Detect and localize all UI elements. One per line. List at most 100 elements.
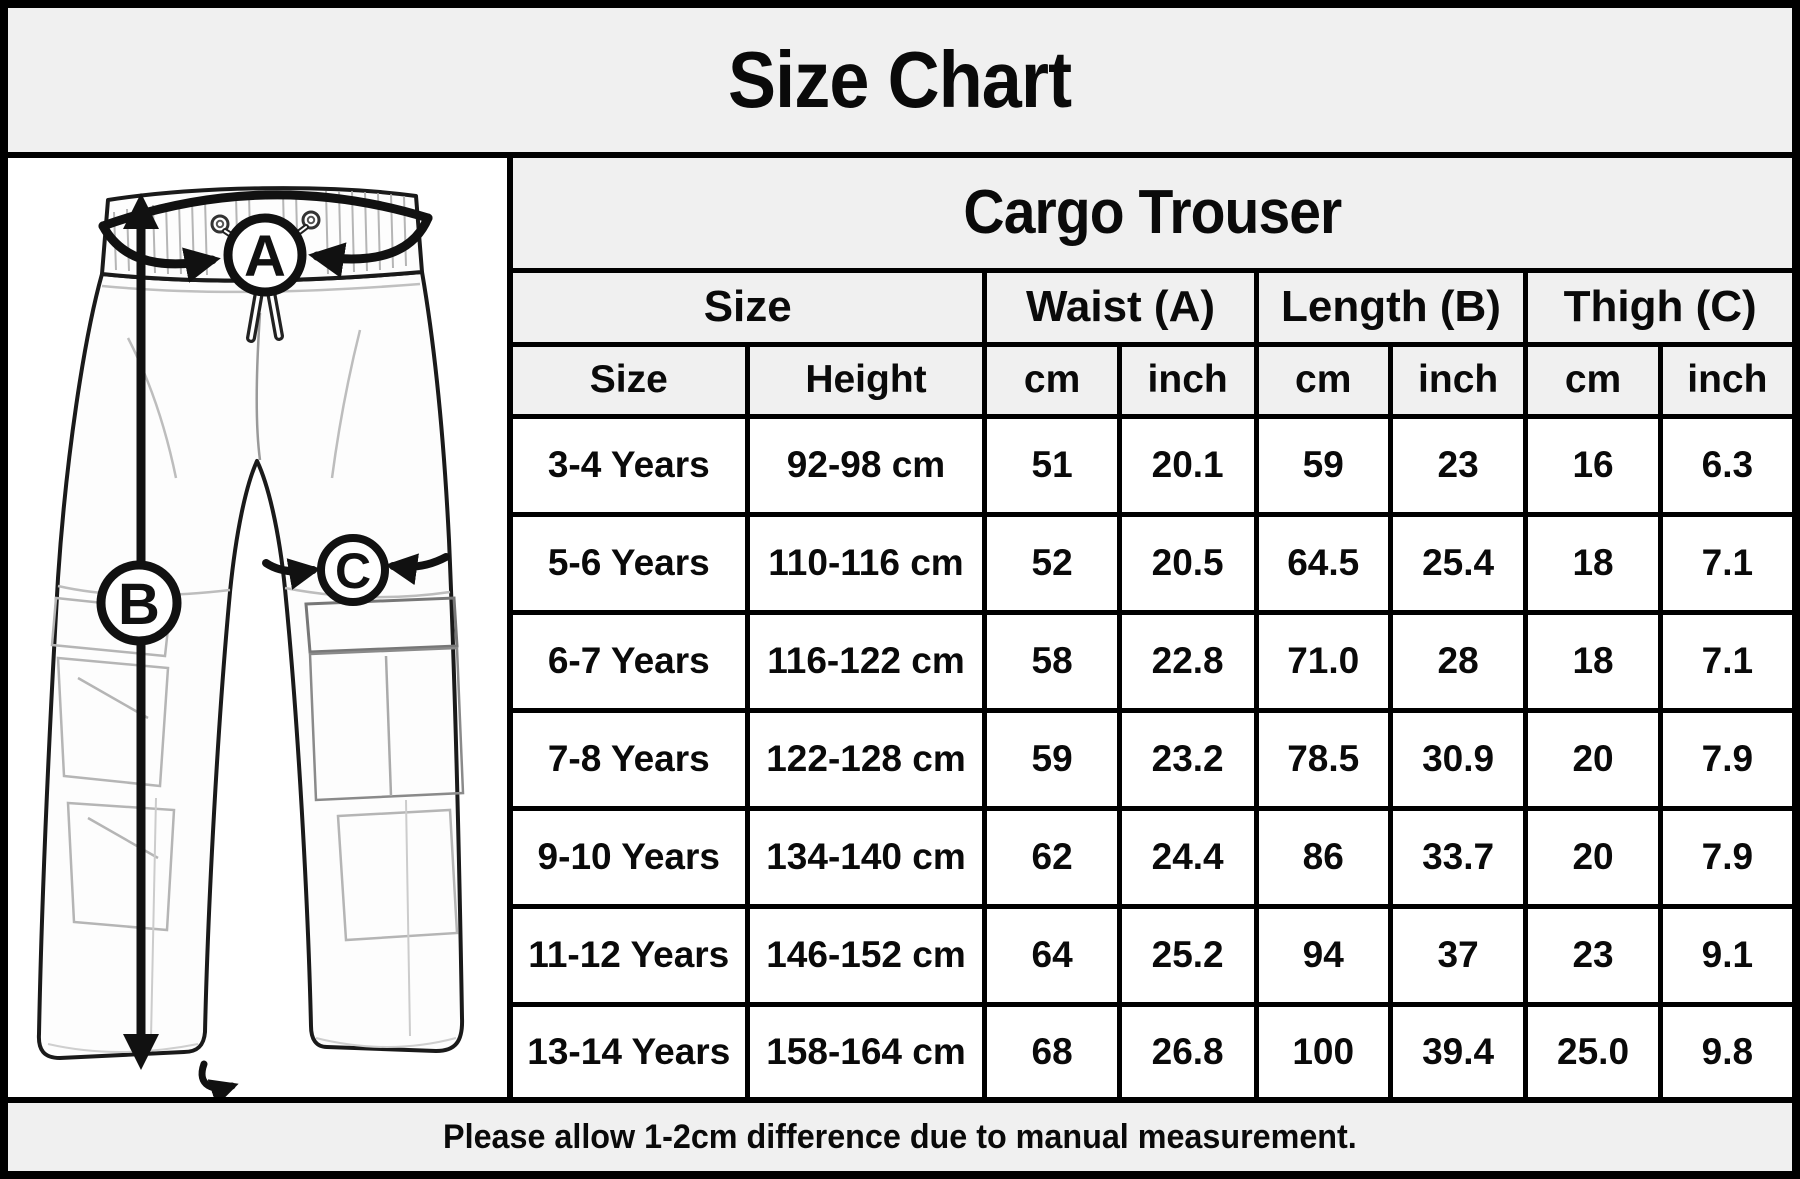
- cell-thigh-cm: 18: [1523, 609, 1663, 713]
- column-header-size: Size: [513, 341, 750, 419]
- column-header-height: Height: [744, 341, 988, 419]
- group-header-thigh: Thigh (C): [1523, 267, 1792, 347]
- product-title: Cargo Trouser: [513, 158, 1792, 273]
- cell-waist-inch: 26.8: [1116, 1001, 1259, 1097]
- product-title-row: Cargo Trouser: [513, 158, 1792, 273]
- cell-waist-cm: 59: [982, 707, 1122, 811]
- cell-size: 5-6 Years: [513, 511, 750, 615]
- title-band: Size Chart: [8, 8, 1792, 158]
- cell-length-cm: 78.5: [1253, 707, 1393, 811]
- cell-thigh-cm: 20: [1523, 707, 1663, 811]
- cell-waist-inch: 22.8: [1116, 609, 1259, 713]
- footer-note: Please allow 1-2cm difference due to man…: [443, 1117, 1357, 1156]
- right-cargo-pocket: [304, 596, 465, 942]
- cell-waist-cm: 62: [982, 805, 1122, 909]
- label-circle-c: [317, 534, 389, 606]
- cell-waist-inch: 24.4: [1116, 805, 1259, 909]
- cell-waist-inch: 23.2: [1116, 707, 1259, 811]
- waist-measure-arrow-a: A: [98, 190, 433, 297]
- table-row: 13-14 Years 158-164 cm 68 26.8 100 39.4 …: [513, 1001, 1792, 1097]
- cell-thigh-inch: 7.1: [1657, 511, 1792, 615]
- table-row: 3-4 Years 92-98 cm 51 20.1 59 23 16 6.3: [513, 413, 1792, 517]
- thigh-label-c: C: [335, 543, 371, 599]
- group-header-size: Size: [513, 267, 988, 347]
- hem-sweep-arrow: [198, 1060, 239, 1097]
- table-row: 9-10 Years 134-140 cm 62 24.4 86 33.7 20…: [513, 805, 1792, 909]
- content-area: A B C: [8, 158, 1792, 1097]
- footer-band: Please allow 1-2cm difference due to man…: [8, 1097, 1792, 1171]
- cell-height: 134-140 cm: [744, 805, 988, 909]
- cell-length-inch: 37: [1387, 903, 1529, 1007]
- cell-length-cm: 59: [1253, 413, 1393, 517]
- cell-size: 6-7 Years: [513, 609, 750, 713]
- cell-height: 92-98 cm: [744, 413, 988, 517]
- cell-size: 9-10 Years: [513, 805, 750, 909]
- cell-waist-inch: 20.5: [1116, 511, 1259, 615]
- cell-thigh-inch: 7.9: [1657, 707, 1792, 811]
- column-header-thigh-cm: cm: [1523, 341, 1663, 419]
- size-table-panel: Cargo Trouser Size Waist (A) Length (B) …: [513, 158, 1792, 1097]
- cell-thigh-cm: 23: [1523, 903, 1663, 1007]
- column-header-waist-inch: inch: [1116, 341, 1259, 419]
- cell-size: 7-8 Years: [513, 707, 750, 811]
- trouser-measurement-diagram: A B C: [36, 186, 465, 1097]
- cell-thigh-inch: 9.8: [1657, 1001, 1792, 1097]
- column-header-thigh-inch: inch: [1657, 341, 1792, 419]
- cell-length-inch: 23: [1387, 413, 1529, 517]
- cell-thigh-cm: 20: [1523, 805, 1663, 909]
- cell-height: 110-116 cm: [744, 511, 988, 615]
- size-table: Cargo Trouser Size Waist (A) Length (B) …: [513, 158, 1792, 1097]
- column-header-waist-cm: cm: [982, 341, 1122, 419]
- column-header-length-cm: cm: [1253, 341, 1393, 419]
- cell-thigh-cm: 25.0: [1523, 1001, 1663, 1097]
- cell-waist-inch: 25.2: [1116, 903, 1259, 1007]
- cell-size: 13-14 Years: [513, 1001, 750, 1097]
- drawstring-eyelets: [210, 210, 321, 234]
- cell-height: 158-164 cm: [744, 1001, 988, 1097]
- cell-length-inch: 39.4: [1387, 1001, 1529, 1097]
- cell-length-cm: 86: [1253, 805, 1393, 909]
- cell-size: 11-12 Years: [513, 903, 750, 1007]
- waist-label-a: A: [244, 224, 286, 289]
- length-measure-arrow-b: B: [96, 193, 182, 1070]
- cell-length-cm: 71.0: [1253, 609, 1393, 713]
- cell-length-inch: 30.9: [1387, 707, 1529, 811]
- table-row: 11-12 Years 146-152 cm 64 25.2 94 37 23 …: [513, 903, 1792, 1007]
- column-header-length-inch: inch: [1387, 341, 1529, 419]
- cell-length-cm: 94: [1253, 903, 1393, 1007]
- cell-thigh-cm: 16: [1523, 413, 1663, 517]
- thigh-measure-arrow-c: C: [262, 534, 450, 606]
- cell-length-inch: 28: [1387, 609, 1529, 713]
- column-header-row: Size Height cm inch cm inch cm inch: [513, 341, 1792, 419]
- measurement-diagram-panel: A B C: [8, 158, 513, 1097]
- page-title: Size Chart: [728, 35, 1072, 124]
- cell-height: 146-152 cm: [744, 903, 988, 1007]
- cell-waist-cm: 58: [982, 609, 1122, 713]
- cell-length-inch: 25.4: [1387, 511, 1529, 615]
- cell-thigh-inch: 7.9: [1657, 805, 1792, 909]
- cell-waist-cm: 64: [982, 903, 1122, 1007]
- cell-height: 122-128 cm: [744, 707, 988, 811]
- cell-waist-inch: 20.1: [1116, 413, 1259, 517]
- group-header-waist: Waist (A): [982, 267, 1259, 347]
- label-circle-b: [96, 560, 182, 646]
- group-header-length: Length (B): [1253, 267, 1529, 347]
- table-row: 7-8 Years 122-128 cm 59 23.2 78.5 30.9 2…: [513, 707, 1792, 811]
- cell-length-inch: 33.7: [1387, 805, 1529, 909]
- label-circle-a: [223, 213, 307, 297]
- cell-waist-cm: 51: [982, 413, 1122, 517]
- cell-waist-cm: 68: [982, 1001, 1122, 1097]
- cell-size: 3-4 Years: [513, 413, 750, 517]
- cell-length-cm: 100: [1253, 1001, 1393, 1097]
- cell-thigh-inch: 9.1: [1657, 903, 1792, 1007]
- cell-waist-cm: 52: [982, 511, 1122, 615]
- cell-length-cm: 64.5: [1253, 511, 1393, 615]
- group-header-row: Size Waist (A) Length (B) Thigh (C): [513, 267, 1792, 347]
- table-row: 6-7 Years 116-122 cm 58 22.8 71.0 28 18 …: [513, 609, 1792, 713]
- table-row: 5-6 Years 110-116 cm 52 20.5 64.5 25.4 1…: [513, 511, 1792, 615]
- length-label-b: B: [118, 572, 160, 637]
- cell-thigh-inch: 6.3: [1657, 413, 1792, 517]
- cell-thigh-inch: 7.1: [1657, 609, 1792, 713]
- cell-height: 116-122 cm: [744, 609, 988, 713]
